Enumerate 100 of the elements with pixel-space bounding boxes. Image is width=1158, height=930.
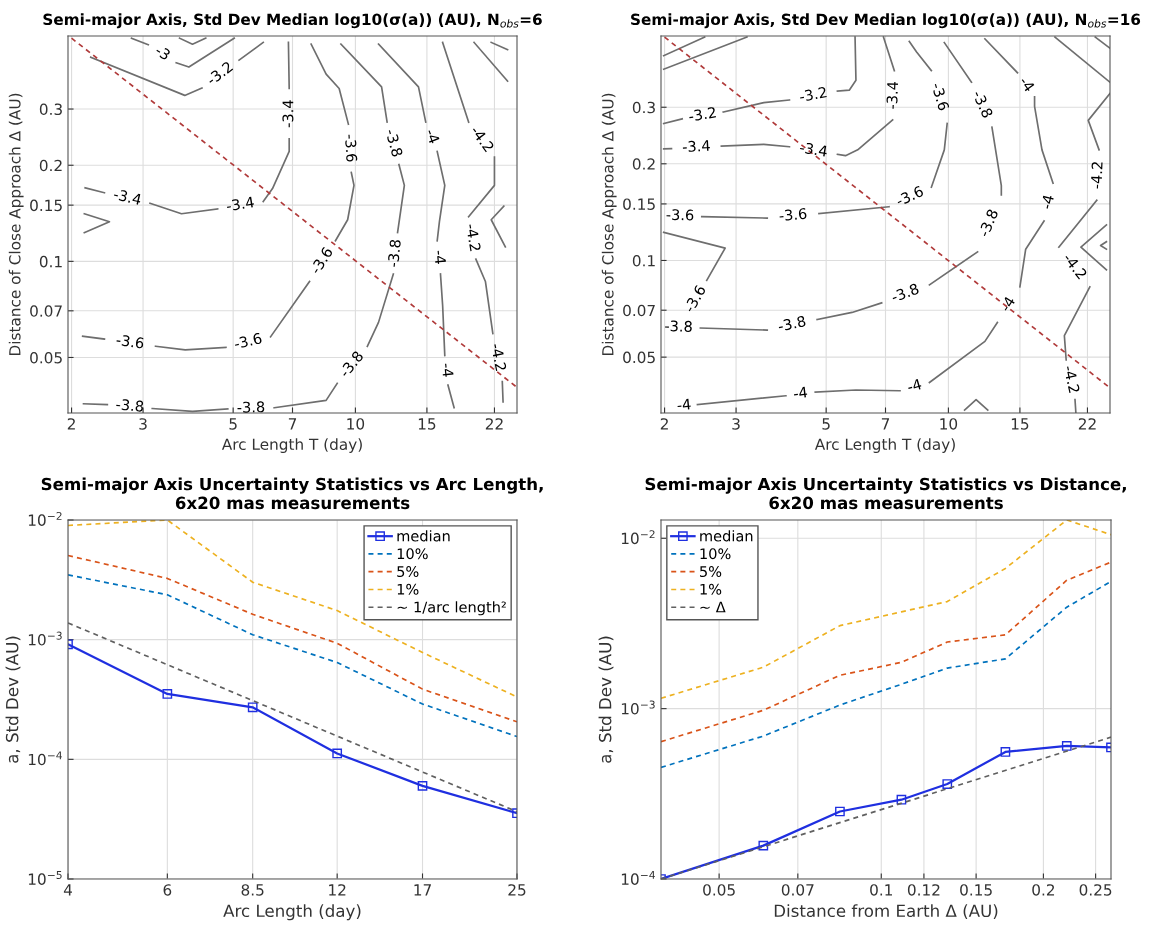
annotation: -3.8 bbox=[237, 401, 265, 413]
legend-label: 1% bbox=[700, 583, 722, 595]
annotation: -4 bbox=[676, 398, 691, 411]
annotation: -4.2 bbox=[1090, 162, 1103, 189]
annotation: -3.8 bbox=[664, 320, 692, 333]
chart-title: Semi-major Axis, Std Dev Median log10(σ(a)) (AU), N$_{obs}$=6 bbox=[43, 13, 542, 29]
x-axis-title: Arc Length T (day) bbox=[814, 438, 955, 453]
annotation: -3.8 bbox=[890, 282, 920, 303]
x-tick-label: 3 bbox=[139, 418, 147, 430]
chart-title: Semi-major Axis, Std Dev Median log10(σ(a)) (AU), N$_{obs}$=16 bbox=[631, 13, 1141, 29]
x-tick-label: 15 bbox=[1011, 418, 1029, 430]
annotation: -3.6 bbox=[683, 284, 707, 314]
x-tick-label: 10 bbox=[940, 418, 958, 430]
annotation: -3.4 bbox=[799, 141, 828, 157]
annotation: -3.8 bbox=[387, 239, 401, 268]
x-tick-label: 4 bbox=[63, 884, 72, 896]
x-tick-label: 0.1 bbox=[870, 884, 892, 896]
y-tick-label: 0.07 bbox=[30, 305, 62, 317]
annotation: -4.2 bbox=[1062, 252, 1088, 280]
annotation: -4.2 bbox=[491, 343, 507, 371]
annotation: -4 bbox=[441, 363, 454, 378]
x-tick-label: 0.25 bbox=[1079, 884, 1112, 896]
y-tick-label: 0.07 bbox=[623, 304, 655, 317]
x-tick-label: 0.2 bbox=[1032, 884, 1055, 896]
x-tick-label: 8.5 bbox=[241, 884, 264, 896]
annotation: -3.4 bbox=[682, 139, 711, 153]
legend-label: 5% bbox=[397, 565, 419, 578]
annotation: -3 bbox=[154, 44, 172, 61]
annotation: -4 bbox=[1018, 75, 1036, 93]
y-tick-label: 10$^{−3}$ bbox=[28, 631, 62, 646]
legend-label: 10% bbox=[700, 548, 731, 560]
y-tick-label: 0.1 bbox=[632, 254, 655, 267]
annotation: -4.2 bbox=[470, 124, 495, 153]
annotation: -3.4 bbox=[226, 196, 255, 212]
x-tick-label: 2 bbox=[67, 418, 75, 430]
legend-label: 1% bbox=[397, 583, 419, 595]
x-tick-label: 6 bbox=[163, 884, 172, 896]
y-tick-label: 0.1 bbox=[39, 255, 62, 268]
annotation: -3.6 bbox=[116, 334, 145, 349]
x-tick-label: 0.15 bbox=[960, 884, 992, 896]
y-tick-label: 0.3 bbox=[39, 103, 62, 116]
x-tick-label: 7 bbox=[881, 418, 890, 430]
y-axis-title: a, Std Dev (AU) bbox=[5, 636, 21, 763]
annotation: -4 bbox=[906, 378, 923, 393]
annotation: -3.2 bbox=[205, 60, 234, 86]
y-tick-label: 10$^{−4}$ bbox=[28, 751, 62, 766]
y-tick-label: 0.2 bbox=[632, 158, 655, 170]
y-tick-label: 10$^{−5}$ bbox=[28, 871, 62, 885]
annotation: -4 bbox=[793, 386, 808, 399]
x-tick-label: 5 bbox=[822, 418, 830, 430]
annotation: -3.6 bbox=[931, 82, 950, 112]
x-tick-label: 22 bbox=[1078, 418, 1096, 430]
annotation: -3.8 bbox=[115, 398, 144, 412]
y-tick-label: 0.15 bbox=[623, 198, 655, 210]
x-tick-label: 15 bbox=[418, 418, 436, 430]
annotation: -3.6 bbox=[895, 185, 925, 207]
y-tick-label: 0.2 bbox=[39, 159, 62, 172]
annotation: -4 bbox=[999, 295, 1016, 313]
legend-label: 5% bbox=[700, 565, 722, 578]
legend-label: 10% bbox=[397, 548, 428, 560]
x-tick-label: 5 bbox=[229, 418, 237, 430]
x-tick-label: 0.07 bbox=[781, 884, 814, 896]
annotation: -3.4 bbox=[113, 188, 142, 206]
annotation: -3.6 bbox=[779, 207, 807, 222]
legend-label: ∼ Δ bbox=[700, 601, 726, 613]
y-tick-label: 0.05 bbox=[623, 351, 655, 364]
y-tick-label: 0.15 bbox=[30, 199, 62, 212]
x-tick-label: 2 bbox=[660, 418, 668, 430]
annotation: -3.4 bbox=[886, 81, 899, 109]
y-tick-label: 0.05 bbox=[30, 351, 62, 364]
legend-label: median bbox=[397, 530, 450, 542]
x-tick-label: 0.05 bbox=[703, 884, 735, 896]
y-tick-label: 10$^{−2}$ bbox=[621, 530, 655, 545]
annotation: -4 bbox=[1040, 194, 1054, 210]
annotation: -3.2 bbox=[688, 106, 717, 122]
chart-title: Semi-major Axis Uncertainty Statistics vs Arc Length, 6x20 mas measurements bbox=[41, 477, 543, 510]
annotation: -3.6 bbox=[666, 208, 694, 221]
annotation: -3.2 bbox=[798, 86, 827, 103]
x-tick-label: 3 bbox=[732, 418, 740, 430]
legend-label: median bbox=[700, 530, 753, 542]
annotation: -4.2 bbox=[1063, 365, 1081, 394]
annotation: -3.8 bbox=[977, 208, 999, 238]
chart-title: Semi-major Axis Uncertainty Statistics vs Distance, 6x20 mas measurements bbox=[645, 477, 1126, 510]
annotation: -3.4 bbox=[282, 100, 294, 128]
y-tick-label: 0.3 bbox=[632, 101, 655, 114]
x-tick-label: 12 bbox=[329, 884, 346, 896]
legend-label: ∼ 1/arc length² bbox=[397, 601, 506, 616]
y-tick-label: 10$^{−4}$ bbox=[621, 871, 655, 885]
x-tick-label: 7 bbox=[288, 418, 297, 430]
y-axis-title: Distance of Close Approach Δ (AU) bbox=[601, 93, 617, 356]
annotation: -4.2 bbox=[465, 223, 482, 252]
annotation: -3.8 bbox=[385, 128, 404, 158]
x-tick-label: 22 bbox=[485, 418, 503, 430]
y-tick-label: 10$^{−3}$ bbox=[621, 700, 655, 715]
annotation: -3.8 bbox=[777, 315, 806, 332]
y-axis-title: Distance of Close Approach Δ (AU) bbox=[8, 93, 24, 356]
x-tick-label: 0.12 bbox=[907, 884, 940, 896]
annotation: -3.6 bbox=[233, 332, 263, 350]
x-axis-title: Arc Length T (day) bbox=[221, 438, 362, 453]
y-axis-title: a, Std Dev (AU) bbox=[598, 636, 614, 763]
